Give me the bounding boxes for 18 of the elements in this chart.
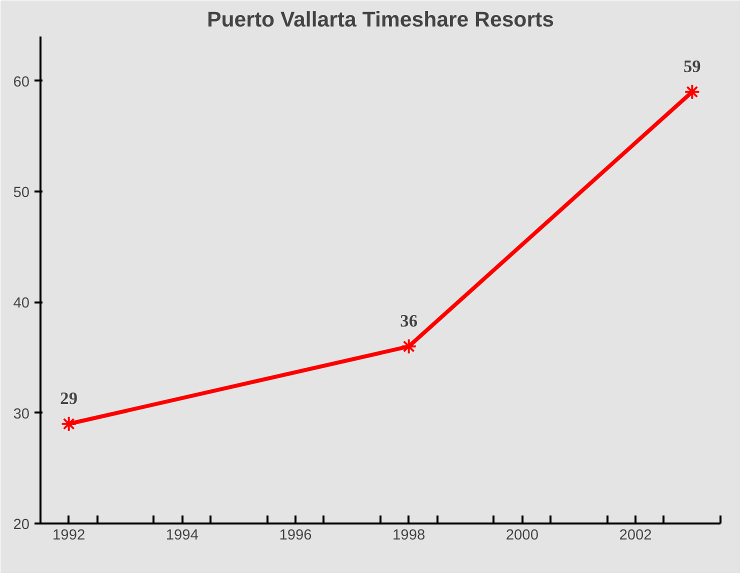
x-tick-label: 1998 xyxy=(392,528,426,544)
y-tick-label: 30 xyxy=(13,406,30,422)
x-tick-label: 2002 xyxy=(619,528,652,544)
x-tick-label: 2000 xyxy=(506,528,538,544)
y-tick-label: 20 xyxy=(13,517,30,533)
data-label: 36 xyxy=(400,311,418,330)
point xyxy=(60,416,77,432)
data-label: 29 xyxy=(60,388,78,408)
x-tick-label: 1992 xyxy=(52,528,86,544)
x-tick-label: 1994 xyxy=(166,528,198,544)
x-tick-label: 1996 xyxy=(279,528,312,544)
y-tick-label: 40 xyxy=(13,296,30,312)
data-label: 59 xyxy=(684,56,702,76)
y-tick-label: 50 xyxy=(13,184,30,201)
point xyxy=(684,84,700,100)
point xyxy=(400,338,417,354)
y-tick-label: 60 xyxy=(13,74,30,90)
chart-title: Puerto Vallarta Timeshare Resorts xyxy=(207,8,554,32)
